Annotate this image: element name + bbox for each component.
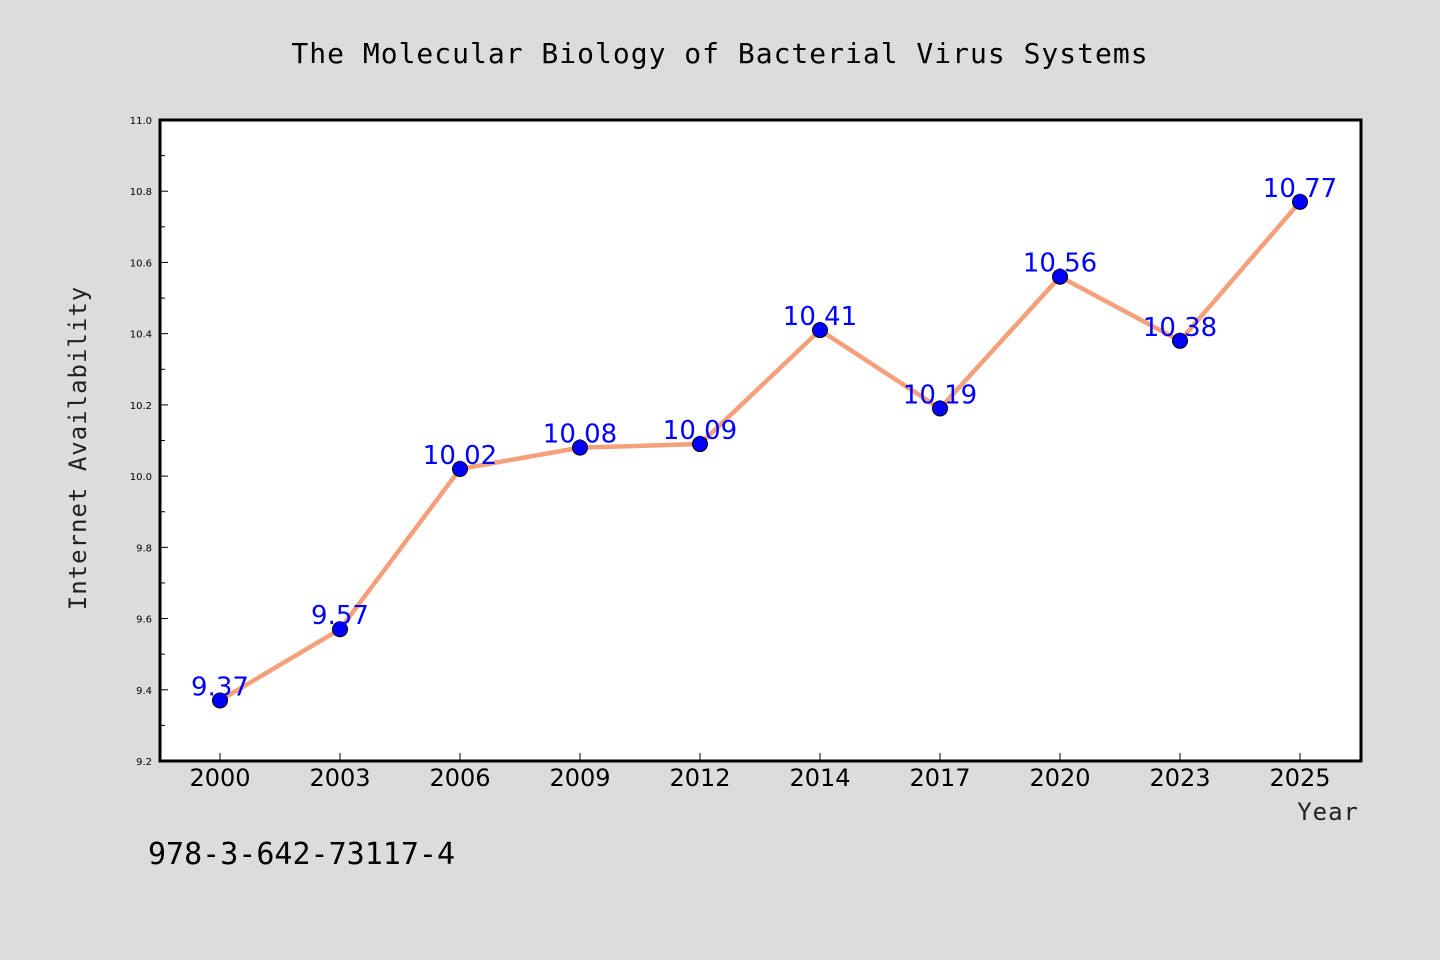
data-point (692, 436, 708, 453)
y-tick-label: 9.2 (136, 757, 152, 768)
series-line (217, 199, 1303, 703)
x-tick-label: 2009 (549, 764, 610, 792)
plot-area (158, 118, 1363, 763)
data-label: 10.56 (1023, 249, 1097, 279)
x-tick-label: 2025 (1269, 764, 1330, 792)
chart-title: The Molecular Biology of Bacterial Virus… (291, 37, 1148, 70)
data-label: 9.57 (311, 601, 369, 631)
x-tick-label: 2017 (909, 764, 970, 792)
data-point (572, 439, 588, 456)
series-line-group (212, 193, 1308, 709)
y-tick-label: 9.8 (136, 543, 152, 554)
data-label: 10.38 (1143, 313, 1217, 343)
y-tick-label: 10.2 (130, 401, 152, 412)
data-point (212, 692, 228, 709)
y-tick-label: 9.4 (136, 686, 152, 697)
data-label: 10.19 (903, 380, 977, 410)
data-point (1052, 268, 1068, 285)
data-point (452, 460, 468, 477)
x-axis-label: Year (1297, 798, 1359, 826)
isbn-footer: 978-3-642-73117-4 (148, 837, 455, 872)
y-tick-label: 10.4 (130, 330, 152, 341)
data-point (332, 621, 348, 638)
data-label: 10.08 (543, 420, 617, 450)
x-tick-label: 2014 (789, 764, 850, 792)
y-tick-label: 10.0 (130, 472, 152, 483)
data-point (1292, 193, 1308, 210)
data-point (1172, 332, 1188, 349)
y-axis-label: Internet Availability (64, 286, 92, 610)
x-tick-label: 2006 (429, 764, 490, 792)
data-point (812, 322, 828, 339)
data-label: 10.02 (423, 441, 497, 471)
x-axis: 2000 2003 2006 2009 2012 2014 2017 2020 2023 2025 (189, 753, 1331, 792)
data-label: 10.09 (663, 416, 737, 446)
y-tick-label: 9.6 (136, 615, 152, 626)
data-label: 10.77 (1263, 174, 1337, 204)
data-point (932, 400, 948, 417)
x-tick-label: 2012 (669, 764, 730, 792)
y-tick-label: 10.6 (130, 258, 152, 269)
y-axis: 9.2 9.4 9.6 9.8 10.0 10.2 10.4 10.6 10.8 11.0 (130, 116, 168, 768)
x-tick-label: 2003 (309, 764, 370, 792)
x-tick-label: 2020 (1029, 764, 1090, 792)
x-tick-label: 2023 (1149, 764, 1210, 792)
data-label: 9.37 (191, 672, 249, 702)
data-labels-group: 9.37 9.57 10.02 10.08 10.09 10.41 10.19 10.56 10… (191, 174, 1337, 703)
y-tick-label: 10.8 (130, 187, 152, 198)
data-label: 10.41 (783, 302, 857, 332)
x-tick-label: 2000 (189, 764, 250, 792)
y-tick-label: 11.0 (130, 116, 152, 127)
